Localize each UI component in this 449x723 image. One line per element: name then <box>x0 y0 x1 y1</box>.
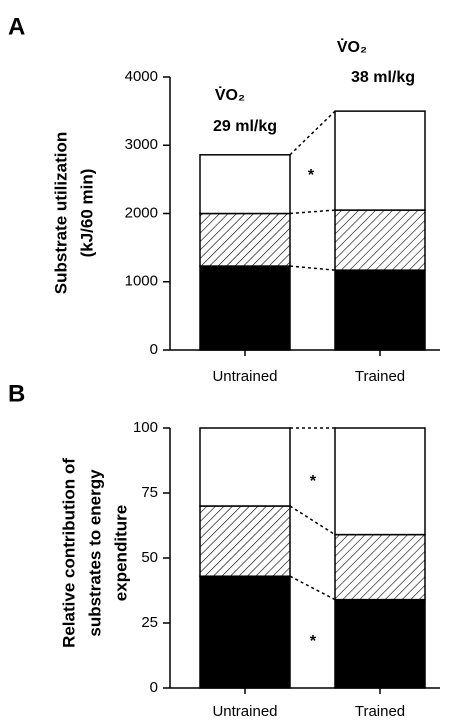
y-axis-label: substrates to energy <box>85 469 104 637</box>
y-tick-label: 0 <box>150 679 158 696</box>
bar-segment <box>334 598 426 689</box>
y-axis-label: Substrate utilization <box>51 132 70 294</box>
y-tick-label: 3000 <box>125 136 158 153</box>
bar-segment <box>334 427 426 536</box>
bar-segment <box>199 154 291 215</box>
bar-segment <box>334 209 426 271</box>
annotation: * <box>308 167 315 184</box>
annotation: * <box>310 633 317 650</box>
connector <box>289 209 336 215</box>
bar-segment <box>199 427 291 507</box>
connector <box>289 110 336 156</box>
y-tick-label: 2000 <box>125 204 158 221</box>
bar-segment <box>199 505 291 577</box>
bar-segment <box>334 533 426 601</box>
y-tick-label: 1000 <box>125 273 158 290</box>
connector <box>289 265 336 271</box>
y-tick-label: 25 <box>141 614 158 631</box>
y-axis-label: (kJ/60 min) <box>77 169 96 258</box>
annotation: 29 ml/kg <box>213 118 277 135</box>
y-axis-label: expenditure <box>111 505 130 601</box>
panel-label: A <box>8 13 25 40</box>
panel-label: B <box>8 380 25 407</box>
x-tick-label: Untrained <box>212 703 277 720</box>
y-tick-label: 0 <box>150 341 158 358</box>
annotation: * <box>310 473 317 490</box>
annotation: V̇O₂ <box>337 38 367 56</box>
bar-segment <box>334 110 426 211</box>
annotation: V̇O₂ <box>215 86 245 104</box>
x-tick-label: Trained <box>355 703 405 720</box>
annotation: 38 ml/kg <box>351 69 415 86</box>
bar-segment <box>199 265 291 351</box>
y-tick-label: 75 <box>141 484 158 501</box>
y-tick-label: 50 <box>141 549 158 566</box>
bar-segment <box>199 212 291 267</box>
bar-segment <box>199 575 291 689</box>
connector <box>289 505 336 536</box>
y-axis-label: Relative contribution of <box>59 458 78 648</box>
x-tick-label: Untrained <box>212 368 277 385</box>
y-tick-label: 4000 <box>125 68 158 85</box>
connector <box>289 575 336 601</box>
x-tick-label: Trained <box>355 368 405 385</box>
y-tick-label: 100 <box>133 419 158 436</box>
bar-segment <box>334 269 426 351</box>
